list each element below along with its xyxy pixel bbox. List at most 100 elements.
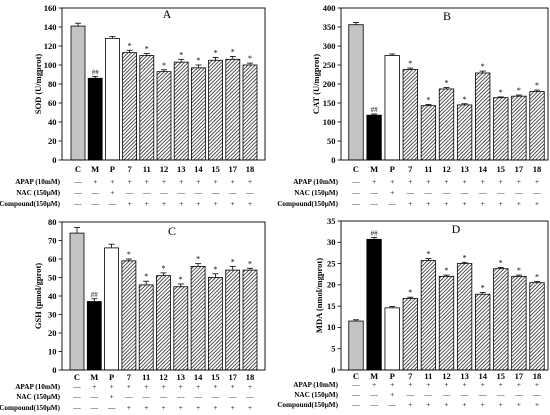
category-label: M — [370, 371, 378, 381]
bar-a-C — [70, 25, 86, 161]
bar-c-12 — [156, 275, 171, 371]
treatment-mark: + — [481, 380, 485, 389]
treatment-row-label: APAP (10mM) — [293, 381, 338, 389]
treatment-mark: + — [426, 400, 430, 409]
significance-a-18: * — [248, 54, 252, 63]
treatment-row-label: APAP (10mM) — [15, 383, 60, 391]
category-label: 11 — [424, 164, 432, 174]
category-label: 7 — [408, 371, 413, 381]
treatment-mark: — — [387, 199, 396, 208]
bar-d-C — [348, 320, 364, 371]
bar-a-7 — [122, 52, 137, 161]
category-label: 14 — [478, 371, 487, 381]
bar-b-11 — [420, 105, 437, 161]
treatment-mark: + — [517, 177, 521, 186]
treatment-mark: + — [162, 177, 166, 186]
treatment-mark: + — [127, 382, 131, 391]
treatment-row-label: NAC (150μM) — [294, 391, 338, 399]
category-label: P — [390, 164, 395, 174]
y-tick-label: 50 — [327, 136, 336, 146]
treatment-mark: + — [231, 177, 235, 186]
y-tick-label: 60 — [48, 254, 57, 264]
bar-b-M — [366, 114, 382, 161]
category-label: 17 — [228, 372, 237, 382]
treatment-mark: — — [124, 392, 133, 401]
significance-d-7: * — [408, 288, 412, 297]
significance-b-M: ## — [371, 106, 379, 114]
y-axis-title: MDA (nmol/mgprot) — [314, 258, 324, 333]
bar-a-14 — [190, 67, 206, 161]
category-label: 11 — [424, 371, 432, 381]
bar-b-C — [348, 24, 364, 161]
treatment-mark: + — [248, 403, 252, 412]
treatment-mark: + — [535, 380, 539, 389]
significance-a-M: ## — [92, 68, 100, 76]
y-tick-label: 60 — [48, 98, 57, 108]
bar-b-15 — [493, 97, 509, 161]
treatment-mark: + — [231, 382, 235, 391]
treatment-mark: + — [213, 199, 217, 208]
treatment-mark: + — [145, 177, 149, 186]
treatment-mark: — — [108, 199, 117, 208]
category-label: 15 — [211, 372, 220, 382]
category-label: C — [353, 164, 359, 174]
treatment-mark: + — [408, 380, 412, 389]
bar-b-14 — [475, 72, 491, 161]
y-tick-label: 20 — [48, 328, 57, 338]
y-tick-label: 200 — [323, 79, 336, 89]
treatment-mark: + — [213, 403, 217, 412]
treatment-mark: + — [161, 382, 165, 391]
y-tick-label: 100 — [323, 117, 336, 127]
treatment-mark: + — [92, 382, 96, 391]
treatment-mark: + — [213, 382, 217, 391]
treatment-mark: — — [90, 199, 99, 208]
panel-d: C———##M+——P++—*7+—+*11+—+*12+—+*13+—+*14… — [277, 216, 549, 409]
significance-a-17: * — [231, 47, 235, 56]
significance-b-7: * — [408, 59, 412, 68]
treatment-mark: + — [372, 177, 376, 186]
y-axis-title: CAT (U/mgprot) — [311, 54, 321, 114]
treatment-mark: — — [351, 177, 360, 186]
category-label: 12 — [442, 371, 451, 381]
significance-d-12: * — [445, 266, 449, 275]
treatment-mark: + — [462, 199, 466, 208]
category-label: 11 — [142, 372, 150, 382]
treatment-mark: + — [426, 199, 430, 208]
treatment-mark: + — [248, 382, 252, 391]
treatment-mark: — — [72, 392, 81, 401]
significance-d-18: * — [535, 272, 539, 281]
treatment-mark: + — [196, 177, 200, 186]
significance-d-13: * — [463, 253, 467, 262]
treatment-mark: + — [426, 380, 430, 389]
treatment-mark: + — [426, 177, 430, 186]
treatment-mark: — — [424, 390, 433, 399]
treatment-mark: + — [93, 177, 97, 186]
treatment-mark: — — [387, 400, 396, 409]
significance-d-11: * — [426, 249, 430, 258]
treatment-mark: + — [179, 382, 183, 391]
treatment-mark: + — [517, 199, 521, 208]
y-tick-label: 10 — [327, 322, 336, 332]
treatment-mark: + — [248, 177, 252, 186]
treatment-row-label: NAC (150μM) — [294, 189, 338, 197]
bar-d-13 — [456, 263, 473, 371]
treatment-mark: — — [90, 403, 99, 412]
y-axis-title: SOD (U/mgprot) — [33, 54, 43, 115]
treatment-mark: + — [231, 403, 235, 412]
bar-a-13 — [173, 61, 189, 161]
y-tick-label: 140 — [44, 22, 57, 32]
treatment-mark: + — [179, 177, 183, 186]
significance-b-18: * — [535, 81, 539, 90]
category-label: 14 — [194, 372, 203, 382]
category-label: P — [110, 164, 115, 174]
y-tick-label: 15 — [327, 301, 336, 311]
treatment-mark: — — [478, 390, 487, 399]
treatment-mark: — — [141, 392, 150, 401]
treatment-mark: + — [390, 188, 394, 197]
treatment-mark: — — [107, 403, 116, 412]
category-label: M — [370, 164, 378, 174]
category-label: 17 — [515, 164, 524, 174]
treatment-mark: — — [369, 400, 378, 409]
treatment-row-label: APAP (10mM) — [293, 178, 338, 186]
